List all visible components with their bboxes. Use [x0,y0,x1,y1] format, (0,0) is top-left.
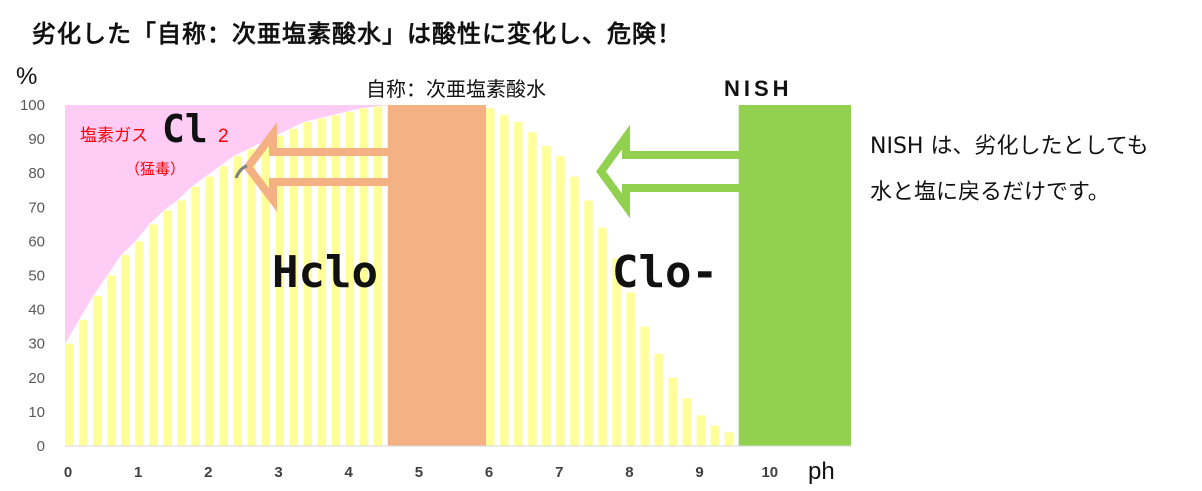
gas-label: 塩素ガス [80,126,148,145]
x-tick-label: 7 [555,464,563,481]
y-tick-label: 100 [20,97,45,114]
hclo-bar [163,210,172,446]
hclo-bar [205,176,214,447]
y-tick-label: 40 [28,302,45,319]
hclo-bar [486,108,495,446]
cl2-area [65,105,388,344]
hclo-bar [191,186,200,446]
hclo-bar [612,258,621,446]
hclo-bar [654,353,663,446]
x-tick-label: 9 [695,464,703,481]
hclo-label: Hclo [272,247,378,298]
hclo-bar [626,292,635,446]
hclo-bar [135,241,144,446]
hclo-bar [359,108,369,446]
small-curve-mark [234,164,248,179]
hclo-bar [345,111,355,446]
side-note-line-2: 水と塩に戻るだけです。 [870,180,1110,205]
y-tick-label: 30 [28,336,45,353]
x-tick-label: 6 [485,464,493,481]
hclo-bar [303,122,313,447]
self-named-label: 自称：次亜塩素酸水 [366,78,546,101]
hclo-bar [121,255,130,446]
hclo-bar [275,135,284,446]
hclo-bar [724,432,734,446]
nish-label: NISH [724,76,793,101]
x-tick-label: 10 [761,464,778,481]
hclo-bar [514,122,523,447]
y-tick-label: 70 [28,199,45,216]
hclo-bar [556,156,565,446]
left-arrow-orange [242,122,391,212]
self-named-band [387,105,487,446]
y-tick-label: 50 [28,268,45,285]
hclo-bar [233,156,242,446]
hclo-bar [177,200,186,446]
x-tick-label: 8 [625,464,633,481]
hclo-bar [528,132,537,446]
y-tick-label: 10 [28,404,45,421]
hclo-bar [107,275,116,446]
x-tick-label: 2 [204,464,212,481]
hclo-bar [373,106,383,446]
hclo-bar [149,224,158,446]
x-tick-label: 4 [345,464,354,481]
gas-formula-subscript: 2 [218,126,229,147]
axes: 0 10 20 30 40 50 60 70 80 90 100 0 1 2 3 4 5 6 7 8 9 10 [20,97,851,481]
gas-note: （猛毒） [125,161,185,178]
hclo-bar [668,377,677,446]
bands [387,105,851,446]
x-tick-label: 1 [134,464,142,481]
hclo-bar [65,343,74,446]
hclo-bar [331,115,341,446]
y-axis-unit: % [16,63,37,90]
x-axis-label: ph [808,458,835,485]
hclo-bar [219,166,228,446]
nish-band [738,105,851,446]
hclo-bar [93,295,102,446]
hclo-bar [710,425,720,446]
gas-formula: Cl [162,107,208,151]
side-note-line-1: NISH は、劣化したとしても [870,134,1149,159]
hclo-bar [584,200,593,446]
y-tick-label: 60 [28,233,45,250]
hclo-bar [682,398,691,446]
clo-label: Clo- [612,247,718,298]
x-tick-label: 5 [415,464,423,481]
hclo-bar [317,118,327,446]
hclo-bar [261,142,270,446]
hclo-bar [570,176,579,447]
hclo-bar [79,319,88,446]
hclo-bar [500,115,509,446]
y-tick-label: 20 [28,370,45,387]
hclo-bar [640,326,649,446]
hclo-bar [696,415,706,446]
cl2-region [65,105,388,344]
hclo-bar [542,145,551,447]
hclo-bar [289,128,298,446]
hclo-bar [598,227,607,446]
page-title: 劣化した「自称：次亜塩素酸水」は酸性に変化し、危険！ [32,20,682,48]
y-tick-label: 0 [37,438,45,455]
y-tick-label: 90 [28,131,45,148]
x-tick-label: 0 [64,464,72,481]
arrows [234,122,745,219]
x-tick-label: 3 [274,464,282,481]
hclo-bar [247,149,256,446]
y-tick-label: 80 [28,165,45,182]
left-arrow-green [596,124,745,219]
